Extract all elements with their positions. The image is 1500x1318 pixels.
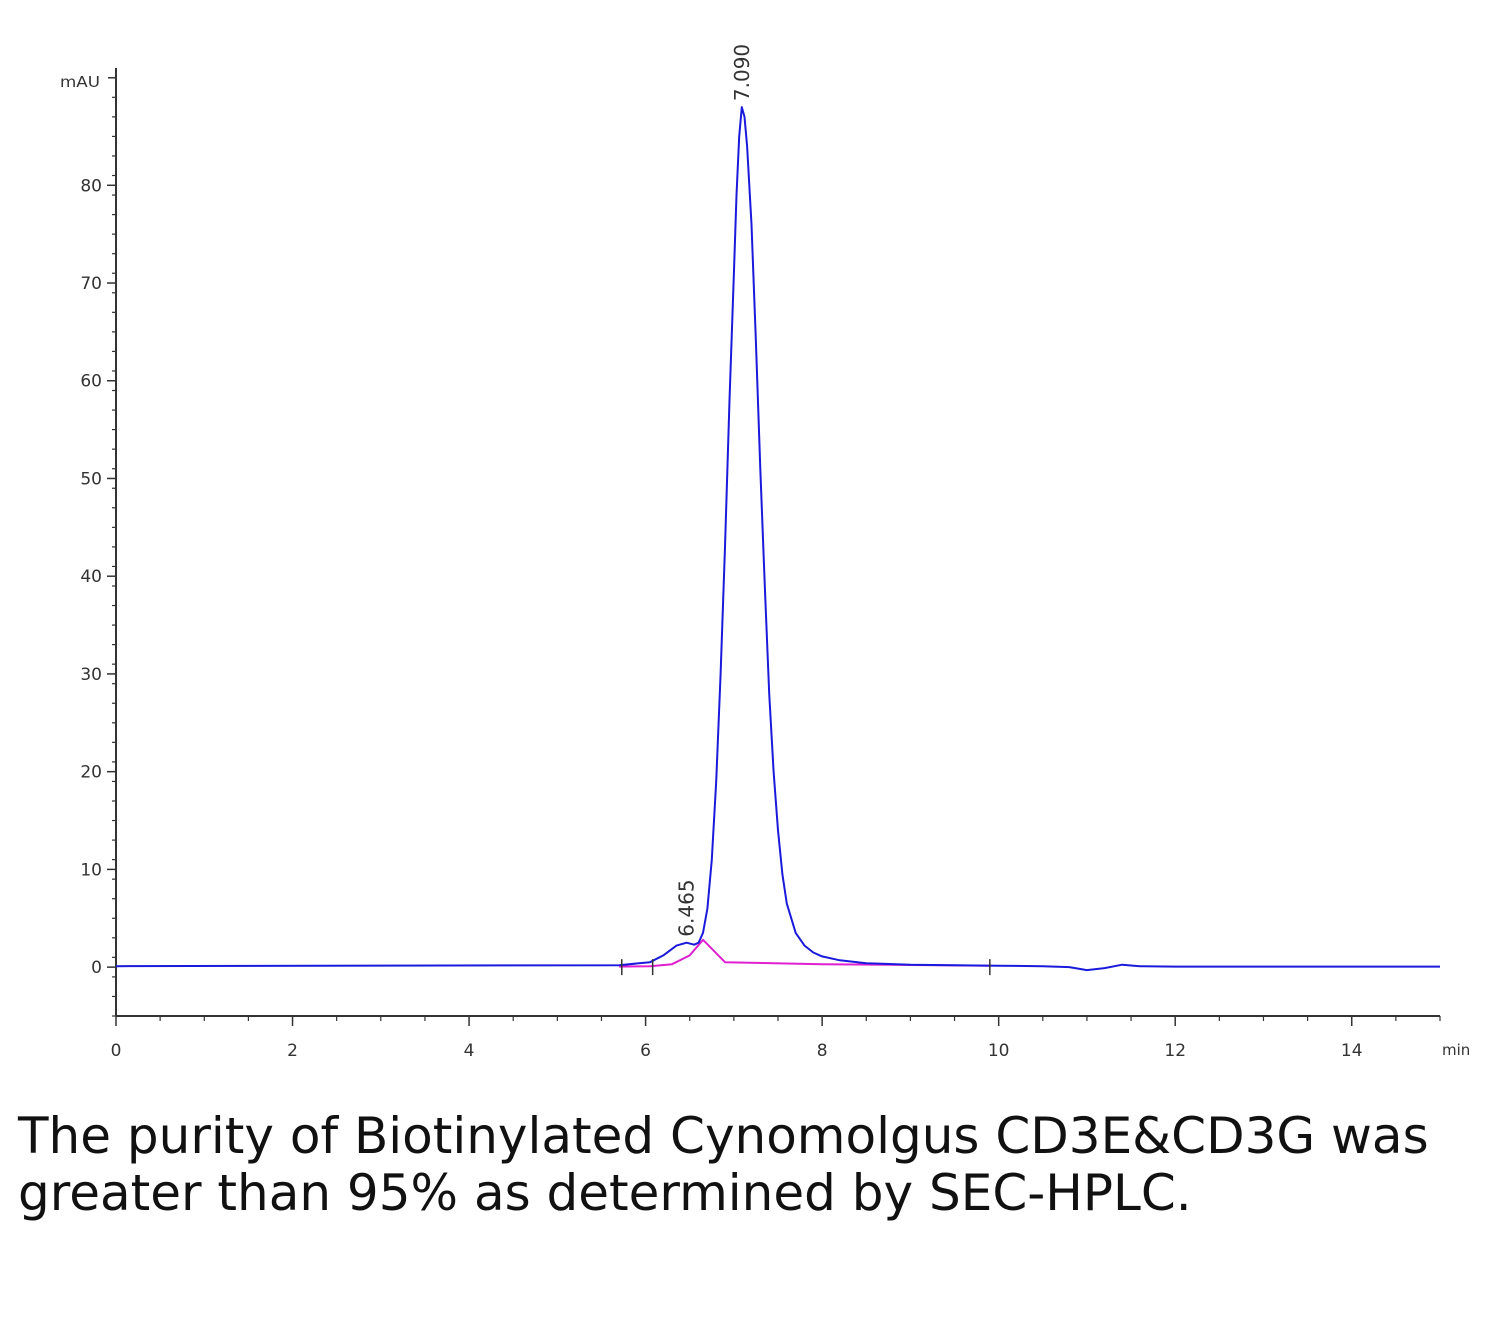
y-tick-label: 10 [80, 860, 102, 880]
x-tick-label: 14 [1341, 1041, 1363, 1061]
x-tick-label: 6 [640, 1041, 651, 1061]
chart-annotations: 7.090 6.465 [621, 44, 991, 976]
x-tick-label: 8 [817, 1041, 828, 1061]
x-tick-label: 0 [111, 1041, 122, 1061]
x-tick-label: 4 [464, 1041, 475, 1061]
y-tick-label: 60 [80, 372, 102, 392]
x-axis-label: min [1442, 1041, 1470, 1059]
figure-caption: The purity of Biotinylated Cynomolgus CD… [18, 1107, 1429, 1222]
chart-series [115, 106, 1440, 972]
x-tick-label: 12 [1164, 1041, 1186, 1061]
peak-label: 7.090 [730, 44, 754, 101]
y-tick-label: 70 [80, 274, 102, 294]
y-axis-label: mAU [60, 73, 100, 91]
y-tick-label: 40 [80, 567, 102, 587]
y-tick-label: 30 [80, 665, 102, 685]
y-tick-label: 0 [91, 958, 102, 978]
signal-trace [115, 106, 1440, 972]
integration-baseline [619, 938, 990, 968]
y-tick-label: 80 [80, 176, 102, 196]
peak-label: 6.465 [675, 879, 699, 936]
x-tick-label: 2 [287, 1041, 298, 1061]
y-tick-label: 50 [80, 469, 102, 489]
y-tick-label: 20 [80, 763, 102, 783]
x-tick-label: 10 [988, 1041, 1010, 1061]
chart-ticks: 0 10 20 30 40 50 60 70 80 0 2 4 6 8 10 12 14 [80, 96, 1441, 1061]
chart-axes [108, 68, 1440, 1017]
